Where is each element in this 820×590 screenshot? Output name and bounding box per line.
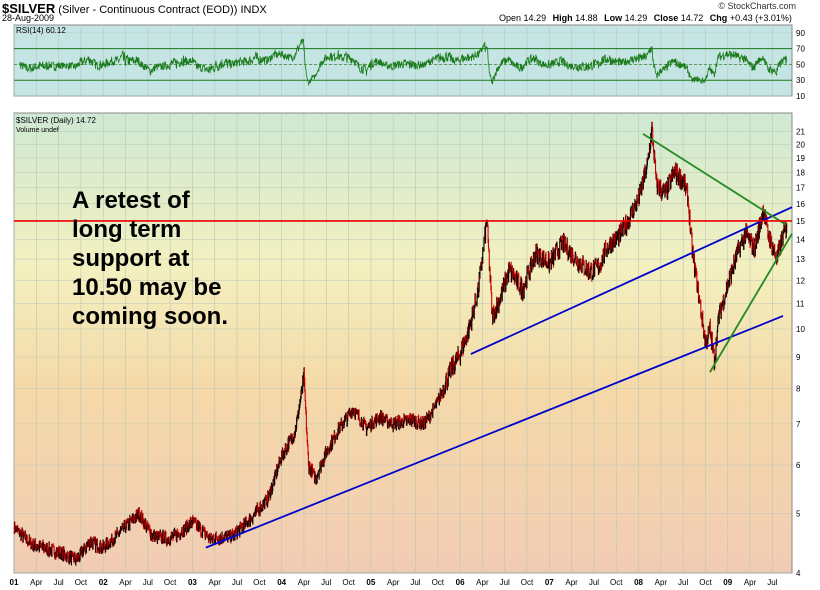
high-label: High bbox=[552, 13, 573, 23]
price-tick-label: 9 bbox=[796, 353, 801, 362]
price-tick-label: 12 bbox=[796, 276, 805, 285]
rsi-tick-label: 50 bbox=[796, 60, 805, 69]
x-tick-label: Apr bbox=[30, 578, 43, 587]
x-tick-label: Jul bbox=[410, 578, 420, 587]
x-tick-label: Apr bbox=[209, 578, 222, 587]
x-tick-label: Jul bbox=[143, 578, 153, 587]
x-tick-label: 07 bbox=[545, 578, 554, 587]
green-trendline bbox=[642, 133, 787, 226]
price-tick-label: 18 bbox=[796, 168, 805, 177]
callout-line: support at bbox=[72, 245, 190, 272]
x-tick-label: Jul bbox=[678, 578, 688, 587]
x-tick-label: 04 bbox=[277, 578, 286, 587]
rsi-tick-label: 10 bbox=[796, 92, 805, 101]
price-tick-label: 14 bbox=[796, 235, 805, 244]
x-tick-label: Apr bbox=[744, 578, 757, 587]
x-tick-label: 03 bbox=[188, 578, 197, 587]
price-tick-label: 20 bbox=[796, 140, 805, 149]
x-tick-label: 02 bbox=[99, 578, 108, 587]
price-tick-label: 11 bbox=[796, 300, 805, 309]
rsi-line bbox=[19, 38, 787, 87]
x-tick-label: Jul bbox=[321, 578, 331, 587]
rsi-title: RSI(14) 60.12 bbox=[16, 26, 66, 35]
x-tick-label: Oct bbox=[164, 578, 177, 587]
x-tick-label: 06 bbox=[456, 578, 465, 587]
blue-trendline bbox=[205, 315, 784, 549]
price-tick-label: 17 bbox=[796, 184, 805, 193]
x-tick-label: Oct bbox=[610, 578, 623, 587]
chart-title: $SILVER (Silver - Continuous Contract (E… bbox=[2, 1, 267, 16]
instrument-name: (Silver - Continuous Contract (EOD)) bbox=[58, 4, 238, 16]
x-tick-label: Oct bbox=[432, 578, 445, 587]
rsi-panel: 90 70 50 30 10 RSI(14) 60.12 bbox=[13, 24, 805, 101]
x-tick-label: Jul bbox=[589, 578, 599, 587]
volume-label: Volume undef bbox=[16, 127, 59, 134]
low-label: Low bbox=[604, 13, 623, 23]
rsi-background bbox=[13, 24, 793, 97]
x-tick-label: Apr bbox=[387, 578, 400, 587]
rsi-tick-label: 30 bbox=[796, 76, 805, 85]
price-background bbox=[13, 112, 793, 574]
annotation-callout: A retest of long term support at 10.50 m… bbox=[72, 186, 272, 331]
x-tick-label: Oct bbox=[253, 578, 266, 587]
chg-value: +0.43 (+3.01%) bbox=[729, 13, 792, 23]
x-tick-label: Jul bbox=[767, 578, 777, 587]
price-title: $SILVER (Daily) 14.72 bbox=[16, 116, 96, 125]
price-tick-label: 19 bbox=[796, 154, 805, 163]
x-tick-label: Oct bbox=[75, 578, 88, 587]
open-value: 14.29 bbox=[523, 13, 547, 23]
x-tick-label: Apr bbox=[655, 578, 668, 587]
x-tick-label: Jul bbox=[500, 578, 510, 587]
x-tick-label: Oct bbox=[521, 578, 534, 587]
chg-label: Chg bbox=[709, 13, 728, 23]
price-tick-label: 7 bbox=[796, 420, 801, 429]
price-tick-label: 10 bbox=[796, 325, 805, 334]
callout-line: 10.50 may be bbox=[72, 274, 222, 301]
open-label: Open bbox=[499, 13, 522, 23]
stockcharts-logo: © StockCharts.com bbox=[718, 1, 796, 11]
blue-trendline bbox=[470, 206, 793, 355]
x-tick-label: Apr bbox=[119, 578, 132, 587]
x-tick-label: 05 bbox=[366, 578, 375, 587]
price-tick-label: 13 bbox=[796, 255, 805, 264]
low-value: 14.29 bbox=[624, 13, 648, 23]
green-trendline bbox=[709, 233, 793, 373]
x-tick-label: Jul bbox=[232, 578, 242, 587]
price-tick-label: 16 bbox=[796, 200, 805, 209]
callout-line: coming soon. bbox=[72, 303, 228, 330]
symbol-label: $SILVER bbox=[2, 1, 56, 16]
price-tick-label: 5 bbox=[796, 510, 801, 519]
exchange-label: INDX bbox=[240, 4, 267, 16]
x-tick-label: 09 bbox=[723, 578, 732, 587]
chart-date: 28-Aug-2009 bbox=[2, 13, 55, 23]
rsi-tick-label: 70 bbox=[796, 45, 805, 54]
x-axis: 01 Apr Jul Oct 02 Apr Jul Oct 03 Apr Jul Oct 04 Apr Ju… bbox=[10, 578, 778, 587]
callout-line: A retest of bbox=[72, 187, 190, 214]
x-tick-label: Oct bbox=[699, 578, 712, 587]
price-tick-label: 4 bbox=[796, 569, 801, 578]
price-panel: 4 5 6 7 8 9 10 11 12 13 14 15 16 17 18 19 20 21 $SILVER (D… bbox=[13, 112, 805, 578]
callout-line: long term bbox=[72, 216, 182, 243]
x-tick-label: 01 bbox=[10, 578, 19, 587]
price-tick-label: 6 bbox=[796, 461, 801, 470]
x-tick-label: Apr bbox=[298, 578, 311, 587]
x-tick-label: Jul bbox=[53, 578, 63, 587]
close-label: Close bbox=[653, 13, 679, 23]
price-tick-label: 15 bbox=[796, 217, 805, 226]
high-value: 14.88 bbox=[575, 13, 598, 23]
price-tick-label: 8 bbox=[796, 384, 801, 393]
x-tick-label: Apr bbox=[476, 578, 489, 587]
price-tick-label: 21 bbox=[796, 127, 805, 136]
x-tick-label: Oct bbox=[342, 578, 355, 587]
x-tick-label: 08 bbox=[634, 578, 643, 587]
rsi-tick-label: 90 bbox=[796, 29, 805, 38]
x-tick-label: Apr bbox=[565, 578, 578, 587]
ohlc-readout: Open 14.29 High 14.88 Low 14.29 Close 14… bbox=[499, 13, 792, 23]
close-value: 14.72 bbox=[680, 13, 704, 23]
